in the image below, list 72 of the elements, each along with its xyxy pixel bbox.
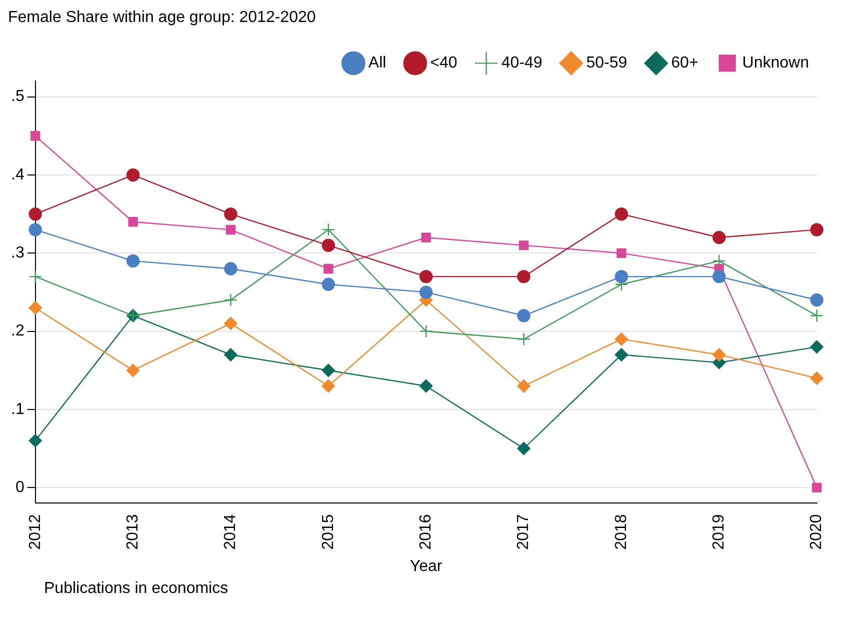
point: [616, 248, 626, 258]
point: [30, 131, 40, 141]
point: [812, 482, 822, 492]
point: [810, 372, 824, 385]
x-axis-title: Year: [410, 558, 443, 575]
point: [224, 348, 238, 362]
legend-label: <40: [430, 54, 458, 72]
point: [517, 309, 530, 322]
point: [28, 434, 42, 448]
point: [614, 332, 628, 346]
point: [419, 270, 433, 284]
point: [126, 364, 140, 377]
point: [517, 379, 530, 393]
point: [810, 340, 824, 354]
x-tick-label: 2020: [808, 514, 826, 550]
point: [322, 379, 335, 393]
point: [126, 168, 140, 182]
point: [224, 207, 238, 221]
point: [28, 223, 42, 236]
point: [324, 264, 334, 274]
legend-label: 40-49: [501, 54, 542, 72]
point: [224, 316, 238, 330]
point: [419, 286, 433, 299]
point: [518, 240, 529, 250]
point: [810, 223, 824, 236]
point: [614, 207, 628, 221]
point: [810, 309, 824, 322]
point: [322, 238, 335, 252]
point: [810, 293, 824, 307]
point: [419, 379, 433, 393]
legend-label: 50-59: [586, 54, 628, 72]
point: [712, 254, 726, 268]
point: [421, 232, 431, 242]
x-tick-label: 2014: [222, 514, 240, 550]
point: [322, 223, 335, 236]
point: [419, 324, 433, 338]
x-tick-label: 2018: [612, 514, 630, 550]
point: [128, 217, 138, 227]
point: [226, 224, 236, 235]
x-tick-label: 2016: [417, 514, 434, 550]
point: [28, 207, 42, 221]
point: [712, 270, 726, 284]
point: [28, 270, 42, 284]
point: [614, 348, 628, 362]
point: [614, 270, 628, 284]
x-tick-label: 2012: [26, 514, 44, 550]
legend-label: Unknown: [742, 54, 809, 72]
point: [712, 230, 726, 244]
x-tick-label: 2019: [710, 514, 728, 550]
y-tick-label: .4: [11, 166, 24, 184]
x-tick-label: 2015: [320, 514, 337, 550]
chart-title: Female Share within age group: 2012-2020: [8, 9, 316, 26]
y-tick-label: 0: [15, 478, 24, 496]
x-tick-label: 2013: [124, 514, 142, 550]
text: Publications in economics: [44, 580, 230, 598]
y-tick-label: .3: [11, 244, 24, 262]
legend-label: All: [368, 54, 386, 72]
point: [224, 262, 238, 276]
point: [517, 270, 530, 284]
y-tick-label: .5: [11, 88, 24, 106]
point: [322, 364, 335, 377]
point: [322, 278, 335, 291]
point: [517, 332, 530, 346]
point: [712, 348, 726, 362]
y-tick-label: .1: [11, 400, 24, 418]
point: [28, 301, 42, 314]
point: [126, 254, 140, 268]
point: [517, 442, 530, 456]
point: [224, 293, 238, 307]
y-tick-label: .2: [11, 322, 24, 340]
x-tick-label: 2017: [515, 514, 532, 550]
legend-label: 60+: [671, 54, 698, 72]
